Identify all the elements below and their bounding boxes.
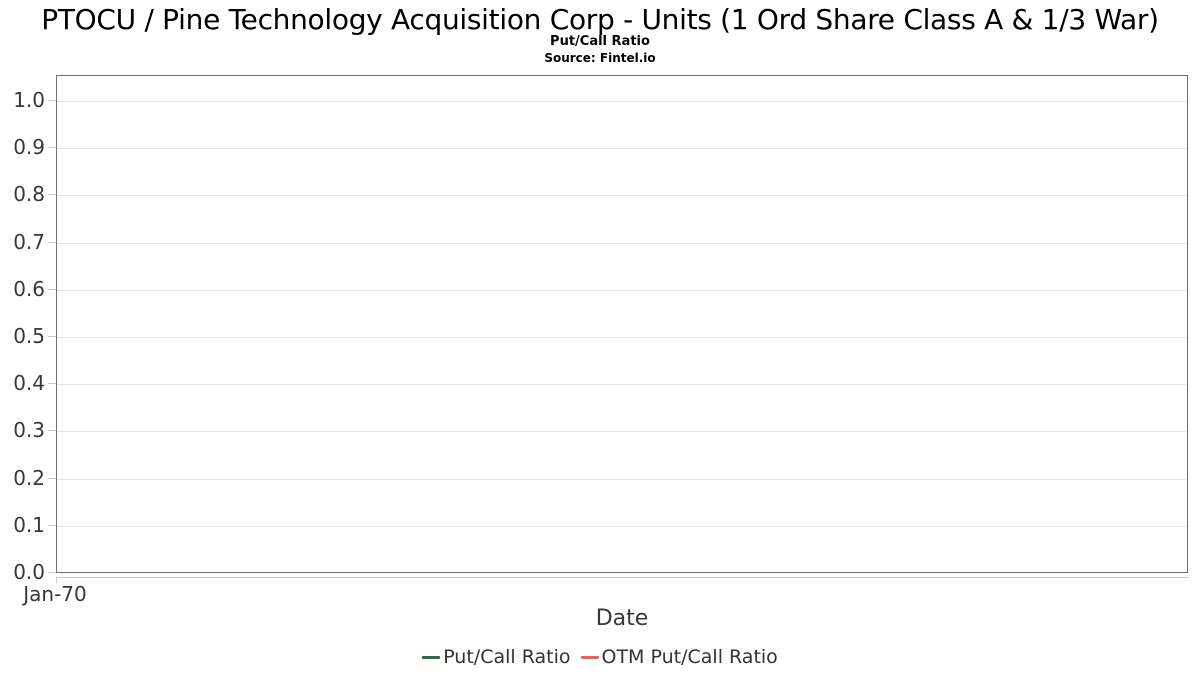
chart-title: PTOCU / Pine Technology Acquisition Corp… bbox=[41, 3, 1159, 36]
y-gridline bbox=[57, 384, 1187, 385]
y-tick-label: 0.7 bbox=[13, 230, 45, 254]
x-axis-tick bbox=[56, 578, 57, 583]
y-tick-label: 0.9 bbox=[13, 135, 45, 159]
y-axis-tick bbox=[48, 478, 56, 479]
y-axis-tick bbox=[48, 242, 56, 243]
y-axis-tick bbox=[48, 100, 56, 101]
legend-item-otm-put-call-ratio[interactable]: OTM Put/Call Ratio bbox=[580, 646, 778, 668]
y-axis-tick bbox=[48, 147, 56, 148]
y-gridline bbox=[57, 148, 1187, 149]
x-tick-label: Jan-70 bbox=[23, 582, 87, 606]
line-marker-icon bbox=[580, 655, 599, 659]
legend-label: OTM Put/Call Ratio bbox=[601, 646, 778, 668]
chart-subtitle: Put/Call Ratio bbox=[550, 34, 650, 49]
x-axis-title: Date bbox=[595, 606, 649, 631]
y-gridline bbox=[57, 479, 1187, 480]
y-axis-tick bbox=[48, 336, 56, 337]
y-tick-label: 0.0 bbox=[13, 560, 45, 584]
y-gridline bbox=[57, 195, 1187, 196]
y-tick-label: 0.1 bbox=[13, 513, 45, 537]
plot-area[interactable] bbox=[56, 75, 1188, 573]
y-axis-tick bbox=[48, 383, 56, 384]
chart-source-credit: Source: Fintel.io bbox=[544, 51, 656, 65]
y-gridline bbox=[57, 431, 1187, 432]
legend-item-put-call-ratio[interactable]: Put/Call Ratio bbox=[422, 646, 571, 668]
y-axis-tick bbox=[48, 194, 56, 195]
y-tick-label: 0.2 bbox=[13, 466, 45, 490]
y-gridline bbox=[57, 101, 1187, 102]
legend-label: Put/Call Ratio bbox=[443, 646, 571, 668]
y-tick-label: 0.8 bbox=[13, 182, 45, 206]
x-axis-line bbox=[56, 577, 1189, 578]
y-axis-tick bbox=[48, 572, 56, 573]
y-axis-tick bbox=[48, 289, 56, 290]
y-gridline bbox=[57, 290, 1187, 291]
y-tick-label: 0.5 bbox=[13, 324, 45, 348]
y-tick-label: 0.3 bbox=[13, 418, 45, 442]
y-axis-tick bbox=[48, 525, 56, 526]
legend: Put/Call Ratio OTM Put/Call Ratio bbox=[0, 646, 1200, 668]
y-axis-tick bbox=[48, 430, 56, 431]
y-gridline bbox=[57, 337, 1187, 338]
line-marker-icon bbox=[422, 655, 441, 659]
y-tick-label: 0.6 bbox=[13, 277, 45, 301]
y-gridline bbox=[57, 526, 1187, 527]
y-gridline bbox=[57, 243, 1187, 244]
y-tick-label: 0.4 bbox=[13, 371, 45, 395]
y-tick-label: 1.0 bbox=[13, 88, 45, 112]
